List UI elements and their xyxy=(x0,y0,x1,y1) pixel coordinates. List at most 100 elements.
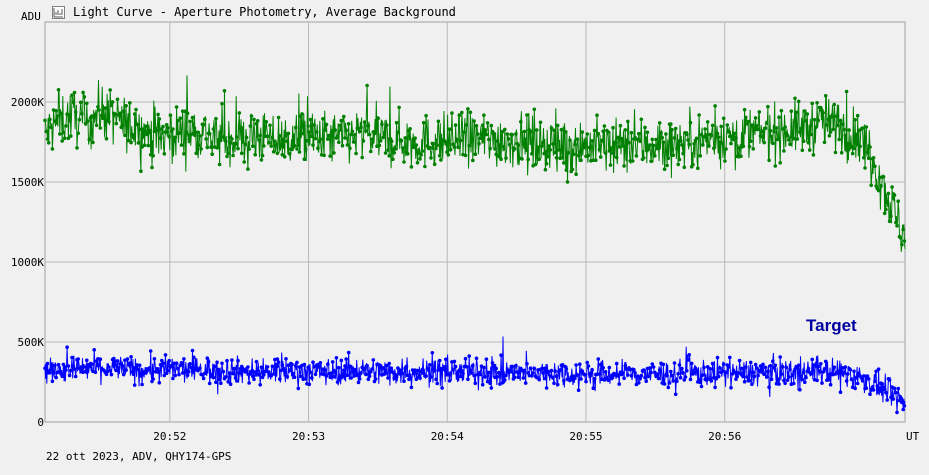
comparison-point xyxy=(825,123,829,127)
comparison-point xyxy=(453,123,458,127)
target-point xyxy=(70,355,74,360)
target-point xyxy=(871,388,876,392)
target-point xyxy=(45,361,50,366)
target-point xyxy=(891,397,896,401)
comparison-point xyxy=(216,145,221,150)
target-point xyxy=(541,371,545,375)
comparison-point xyxy=(814,125,818,129)
target-point xyxy=(842,371,846,375)
target-point xyxy=(745,375,749,379)
target-point xyxy=(221,369,226,374)
comparison-point xyxy=(92,115,96,120)
comparison-point xyxy=(680,143,684,147)
series-target xyxy=(43,336,907,415)
target-point xyxy=(210,373,214,377)
comparison-point xyxy=(73,110,78,114)
target-point xyxy=(230,358,234,362)
target-point xyxy=(601,366,605,370)
target-point xyxy=(483,375,487,379)
target-point xyxy=(606,378,610,383)
target-point xyxy=(204,370,208,375)
target-point xyxy=(849,377,854,382)
target-point xyxy=(821,370,825,374)
comparison-point xyxy=(868,145,872,149)
comparison-point xyxy=(431,142,436,146)
target-point xyxy=(687,353,691,357)
comparison-point xyxy=(606,130,610,134)
target-point xyxy=(671,379,675,383)
target-point xyxy=(244,369,249,373)
comparison-point xyxy=(559,127,564,132)
comparison-point xyxy=(276,115,281,120)
comparison-point xyxy=(734,136,738,140)
comparison-point xyxy=(318,137,323,142)
target-point xyxy=(415,368,420,373)
target-point xyxy=(478,372,483,377)
comparison-point xyxy=(136,141,141,145)
comparison-point xyxy=(833,150,838,155)
comparison-point xyxy=(184,130,189,135)
target-point xyxy=(408,375,412,380)
target-point xyxy=(573,376,577,381)
target-point xyxy=(295,360,299,365)
target-point xyxy=(866,377,871,381)
target-point xyxy=(801,370,806,375)
comparison-point xyxy=(446,153,451,157)
comparison-point xyxy=(423,164,427,169)
target-point xyxy=(232,366,237,371)
target-point xyxy=(185,373,190,378)
comparison-point xyxy=(894,220,898,225)
comparison-point xyxy=(499,157,503,162)
target-point xyxy=(302,362,307,367)
comparison-point xyxy=(578,150,582,154)
comparison-point xyxy=(551,142,555,146)
target-point xyxy=(902,404,907,408)
target-point xyxy=(669,369,673,374)
comparison-point xyxy=(686,138,690,142)
comparison-point xyxy=(282,155,287,159)
comparison-point xyxy=(504,156,508,160)
target-point xyxy=(737,358,742,363)
chart-icon xyxy=(52,5,65,19)
comparison-point xyxy=(322,153,326,158)
comparison-point xyxy=(525,113,529,117)
target-point xyxy=(757,369,762,373)
target-point xyxy=(752,374,757,379)
target-point xyxy=(442,365,447,369)
y-tick-label: 1000K xyxy=(11,256,44,269)
target-point xyxy=(56,362,61,367)
comparison-point xyxy=(64,124,68,128)
comparison-point xyxy=(526,157,530,162)
comparison-point xyxy=(800,148,805,153)
target-point xyxy=(424,374,428,378)
comparison-point xyxy=(337,140,341,145)
comparison-point xyxy=(405,152,410,156)
comparison-point xyxy=(60,139,64,143)
target-point xyxy=(355,372,360,377)
comparison-point xyxy=(864,125,869,129)
comparison-point xyxy=(491,132,496,136)
comparison-point xyxy=(547,144,551,148)
target-point xyxy=(216,367,221,372)
target-point xyxy=(73,374,78,379)
target-point xyxy=(226,380,230,384)
comparison-point xyxy=(464,123,469,127)
comparison-point xyxy=(587,145,592,150)
comparison-point xyxy=(135,122,139,127)
target-point xyxy=(554,374,559,379)
comparison-point xyxy=(879,184,883,188)
target-point xyxy=(64,368,68,372)
comparison-point xyxy=(528,129,533,134)
target-point xyxy=(648,366,652,370)
target-point xyxy=(236,358,240,363)
target-point xyxy=(311,360,315,365)
comparison-point xyxy=(535,128,539,132)
target-point xyxy=(885,398,889,402)
comparison-point xyxy=(716,135,721,139)
target-point xyxy=(109,372,114,377)
target-point xyxy=(558,368,562,372)
comparison-point xyxy=(672,136,677,140)
comparison-point xyxy=(687,142,691,147)
comparison-point xyxy=(412,145,416,150)
